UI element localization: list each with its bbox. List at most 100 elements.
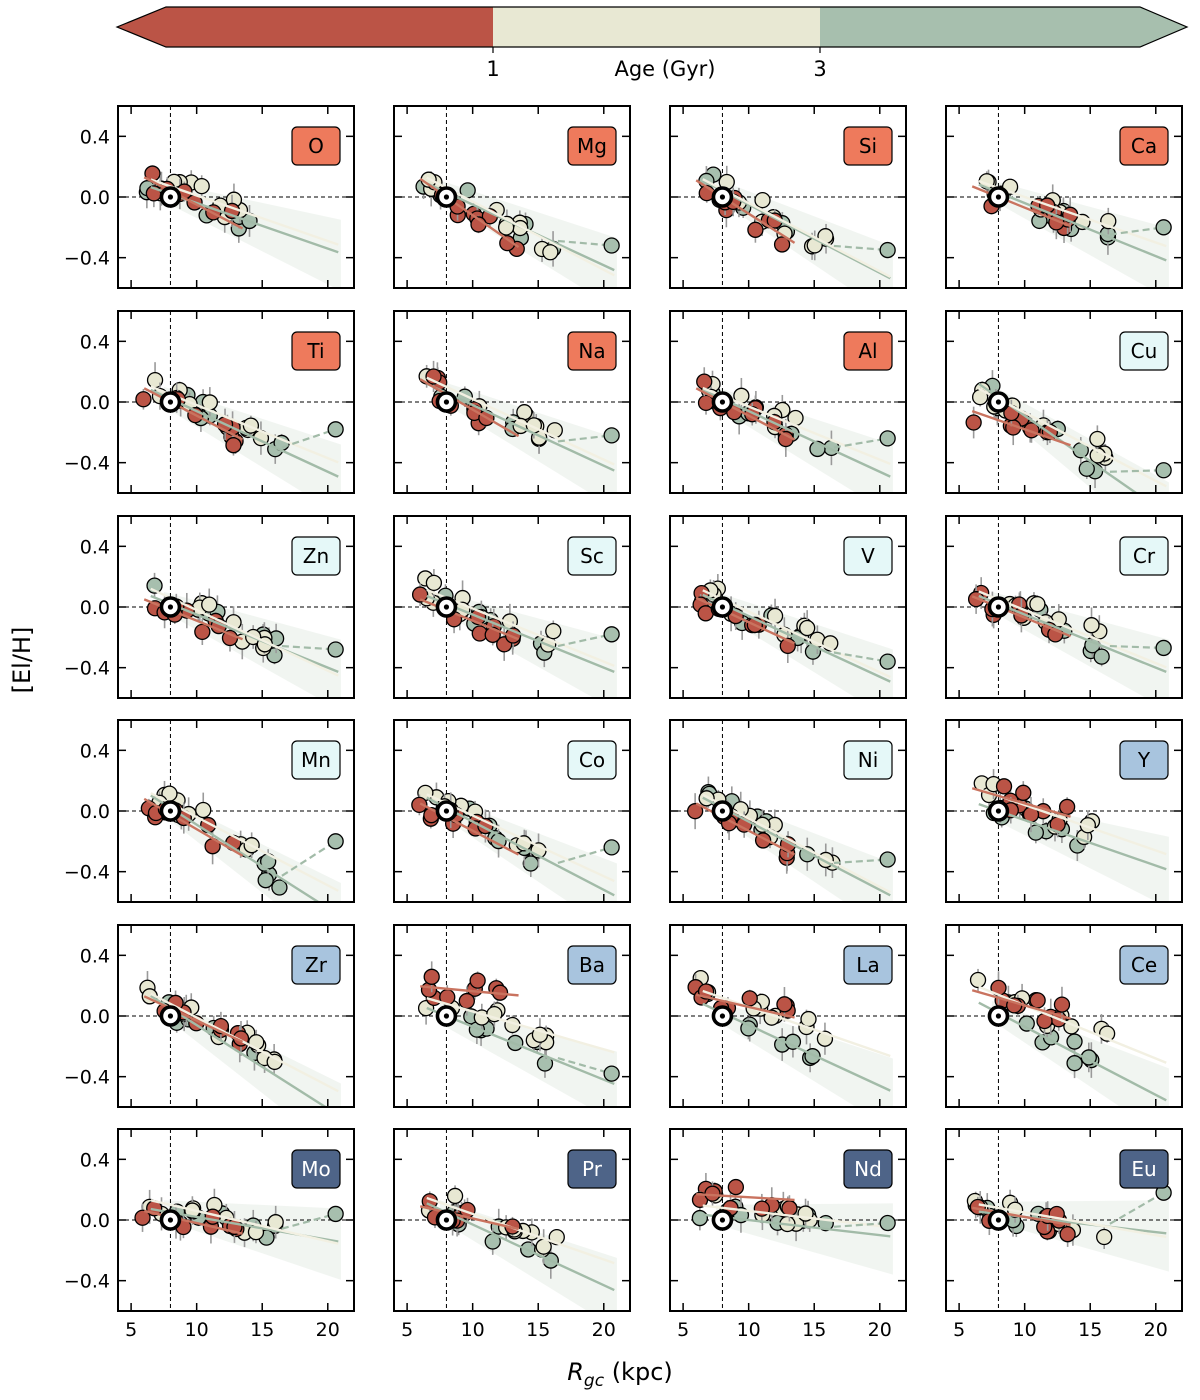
sun-symbol-dot	[167, 808, 174, 814]
gradient-fit-young	[143, 1209, 243, 1235]
gradient-fit-intermediate	[978, 590, 1167, 669]
gradient-fit-old	[702, 1213, 891, 1238]
x-tick-label: 15	[526, 1319, 550, 1341]
colorbar-segment-intermediate	[493, 7, 820, 47]
star-cluster-point-young	[965, 414, 982, 431]
star-cluster-point-young	[1029, 992, 1046, 1009]
x-tick-label: 20	[316, 1319, 340, 1341]
star-cluster-point-intermediate	[201, 596, 218, 613]
outer-cluster-point	[327, 833, 344, 850]
element-label: O	[308, 134, 324, 158]
element-label: Ba	[579, 953, 605, 977]
sun-symbol-dot	[167, 194, 174, 200]
gradient-fit-young	[695, 179, 796, 244]
x-tick-label: 5	[953, 1319, 965, 1341]
outer-cluster-point	[603, 237, 620, 254]
outer-connector	[833, 858, 888, 865]
gradient-fit-young	[971, 989, 1071, 1020]
outer-connector	[281, 644, 336, 651]
star-cluster-point-young	[194, 623, 211, 641]
sun-symbol-dot	[443, 1013, 450, 1019]
gradient-fit-old	[978, 803, 1167, 871]
sun-symbol-dot	[995, 808, 1002, 814]
outer-cluster-point	[1155, 639, 1172, 657]
sun-symbol-dot	[719, 1013, 726, 1019]
element-label-box	[567, 126, 617, 166]
panel-ce: Ce	[945, 924, 1183, 1108]
star-cluster-point-young	[411, 796, 428, 814]
element-label: Na	[578, 339, 605, 363]
panel-co: Co	[393, 719, 631, 903]
sun-symbol-dot	[167, 399, 174, 405]
gradient-fit-intermediate	[150, 1199, 339, 1245]
element-label-box	[1119, 1149, 1169, 1189]
gradient-fit-old	[426, 594, 615, 674]
element-label-box	[567, 740, 617, 780]
gradient-fit-old	[150, 794, 321, 902]
gradient-fit-young	[420, 985, 519, 997]
gradient-band-old	[991, 1000, 1169, 1107]
gradient-fit-intermediate	[150, 992, 339, 1093]
panel-zn: 0.4 0.0 −0.4 Zn	[64, 515, 355, 699]
panel-si: Si	[669, 105, 907, 289]
element-label: Cr	[1133, 544, 1156, 568]
sun-symbol-dot	[995, 194, 1002, 200]
colorbar-tick-label: 3	[813, 57, 826, 81]
star-cluster-point-old	[271, 879, 288, 896]
gradient-fit-old	[702, 179, 891, 280]
gradient-fit-young	[143, 176, 244, 230]
gradient-fit-intermediate	[426, 376, 615, 466]
star-cluster-point-intermediate	[969, 971, 987, 989]
star-cluster-point-old	[1093, 648, 1110, 665]
outer-cluster-point	[879, 241, 896, 259]
star-cluster-point-young	[773, 236, 791, 253]
x-tick-label: 20	[868, 1319, 892, 1341]
gradient-fit-young	[419, 177, 520, 249]
axis-labels: [El/H] Rgc (kpc)	[8, 627, 673, 1391]
element-label: Al	[858, 339, 877, 363]
x-axis-title: Rgc (kpc)	[567, 1358, 673, 1391]
gradient-fit-intermediate	[150, 178, 339, 246]
star-cluster-point-young	[747, 221, 764, 238]
gradient-fit-young	[972, 1206, 1071, 1227]
panel-ni: Ni	[669, 719, 907, 903]
gradient-fit-intermediate	[426, 793, 615, 883]
sun-symbol-dot	[995, 399, 1002, 405]
outer-cluster-point	[879, 1214, 896, 1232]
x-tick-label: 15	[250, 1319, 274, 1341]
x-tick-label: 15	[802, 1319, 826, 1341]
colorbar-tick-label: 1	[486, 57, 499, 81]
outer-cluster-point	[1155, 219, 1172, 236]
element-label-box	[843, 331, 893, 371]
outer-cluster-point	[603, 1065, 620, 1082]
star-cluster-point-young	[781, 1200, 798, 1217]
outer-cluster-point	[879, 851, 896, 868]
gradient-fit-old	[150, 994, 328, 1107]
gradient-fit-old	[426, 382, 615, 472]
gradient-fit-old	[702, 388, 891, 478]
star-cluster-point-old	[1078, 460, 1095, 477]
element-label: Nd	[854, 1157, 882, 1181]
element-label: Pr	[582, 1157, 603, 1181]
sun-symbol-dot	[167, 1217, 174, 1223]
star-cluster-point-intermediate	[1096, 1228, 1113, 1246]
element-label-box	[291, 945, 341, 985]
star-cluster-point-young	[969, 1198, 986, 1216]
gradient-fit-young	[971, 787, 1071, 818]
gradient-fit-intermediate	[702, 1204, 891, 1229]
gradient-fit-intermediate	[150, 385, 339, 464]
panel-eu: 5 10 15 20 Eu	[945, 1128, 1183, 1341]
gradient-fit-intermediate	[702, 386, 891, 465]
star-cluster-point-young	[225, 437, 242, 454]
x-tick-label: 5	[677, 1319, 689, 1341]
element-label-box	[1119, 331, 1169, 371]
gradient-fit-old	[426, 796, 615, 897]
panel-o: 0.4 0.0 −0.4 O	[64, 105, 355, 289]
element-label-box	[1119, 126, 1169, 166]
y-tick-label: −0.4	[64, 1067, 110, 1089]
y-tick-label: 0.0	[80, 392, 110, 414]
sun-symbol-dot	[995, 1013, 1002, 1019]
star-cluster-point-young	[697, 394, 715, 412]
y-tick-label: 0.4	[80, 1149, 110, 1171]
panel-nd: 5 10 15 20 Nd	[669, 1128, 907, 1341]
